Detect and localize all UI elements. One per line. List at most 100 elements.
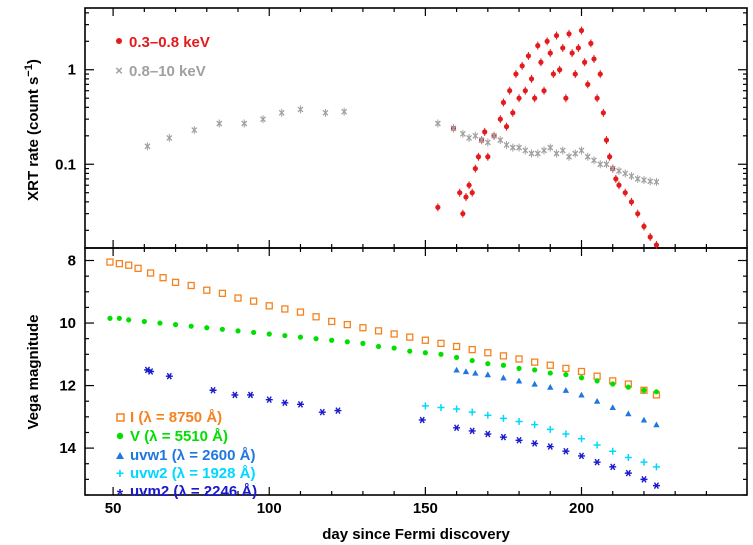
- uvm2-point: [265, 396, 273, 404]
- xrt-hard-point: [640, 177, 647, 184]
- i-band-point: [468, 345, 476, 354]
- v-band-point: [407, 348, 413, 354]
- y-tick-label: 14: [59, 440, 76, 457]
- y-tick-label: 1: [68, 62, 76, 79]
- i-band-point: [390, 330, 398, 338]
- top-points: [144, 26, 660, 249]
- v-band-point: [219, 326, 225, 332]
- uvw2-point: [546, 425, 554, 433]
- xrt-hard-point: [622, 170, 629, 177]
- uvw1-point: [547, 383, 554, 390]
- uvw1-point: [609, 404, 616, 411]
- y-tick-label: 0.1: [55, 156, 76, 173]
- xrt-soft-point: [463, 194, 469, 200]
- xrt-hard-point: [503, 142, 510, 148]
- uvw1-point: [593, 398, 601, 404]
- i-band-point: [343, 320, 351, 329]
- v-band-point: [344, 339, 350, 345]
- v-band-point: [235, 328, 241, 334]
- uvm2-point: [484, 430, 492, 438]
- i-band-point: [106, 258, 114, 266]
- v-band-point: [516, 365, 522, 371]
- v-band-point: [532, 367, 538, 373]
- top-ylabel-main: XRT rate (count s: [25, 77, 42, 201]
- xrt-hard-point: [653, 178, 660, 185]
- uvm2-point: [531, 440, 539, 447]
- legend-marker-hard: ×: [115, 63, 123, 78]
- v-band-point: [141, 318, 147, 325]
- xrt-hard-point: [578, 147, 585, 154]
- v-band-point: [594, 378, 600, 384]
- xrt-soft-point: [469, 190, 475, 196]
- i-band-point: [125, 261, 133, 269]
- legend-label-hard: 0.8–10 keV: [129, 63, 206, 80]
- xrt-soft-point: [528, 76, 535, 82]
- v-band-point: [653, 389, 660, 395]
- legend-label-i-lambda: (λ = 8750 Å): [138, 409, 222, 426]
- xrt-hard-point: [297, 106, 304, 113]
- xrt-soft-point: [550, 71, 556, 77]
- xrt-hard-point: [597, 161, 604, 168]
- bottom-panel-frame: [84, 247, 748, 496]
- v-band-point: [469, 357, 475, 364]
- xrt-soft-point: [591, 56, 597, 62]
- xrt-soft-point: [510, 110, 516, 116]
- xrt-soft-point: [603, 137, 610, 143]
- v-band-point: [313, 336, 319, 342]
- legend-label-uvm2-name: uvm2: [130, 483, 169, 500]
- i-band-point: [577, 367, 586, 376]
- xrt-hard-point: [166, 134, 173, 141]
- uvm2-point: [418, 416, 426, 424]
- legend-label-v-name: V: [130, 428, 140, 445]
- v-band-point: [107, 315, 113, 321]
- bottom-ylabel: Vega magnitude: [25, 314, 42, 429]
- v-band-point: [329, 337, 335, 343]
- v-band-point: [453, 354, 460, 361]
- v-band-point: [297, 334, 304, 340]
- y-tick-label: 10: [59, 315, 76, 332]
- v-band-point: [157, 320, 163, 326]
- i-band-point: [640, 386, 648, 394]
- xrt-soft-point: [466, 182, 472, 188]
- legend-label-soft: 0.3–0.8 keV: [129, 34, 210, 51]
- xrt-soft-point: [472, 165, 478, 172]
- xrt-hard-point: [647, 178, 654, 185]
- xrt-soft-point: [641, 223, 647, 230]
- xrt-hard-point: [466, 134, 473, 141]
- xrt-soft-point: [600, 110, 606, 116]
- uvw2-point: [515, 418, 523, 426]
- xrt-hard-point: [616, 167, 622, 174]
- xrt-hard-point: [603, 161, 610, 168]
- uvm2-point: [578, 452, 585, 460]
- v-band-point: [375, 343, 382, 350]
- v-band-point: [485, 361, 491, 367]
- uvm2-point: [453, 424, 461, 432]
- xrt-hard-point: [216, 120, 223, 127]
- y-tick-label: 12: [59, 378, 76, 395]
- xrt-hard-point: [434, 120, 441, 127]
- legend-label-uvm2-lambda: (λ = 2246 Å): [173, 483, 257, 500]
- xrt-hard-point: [572, 150, 579, 157]
- xrt-soft-point: [594, 95, 600, 101]
- uvm2-point: [231, 391, 239, 399]
- xrt-soft-point: [622, 190, 628, 196]
- uvw1-point: [625, 410, 632, 417]
- uvm2-point: [247, 391, 254, 399]
- xrt-hard-point: [191, 127, 198, 134]
- xrt-hard-point: [559, 147, 566, 154]
- uvw1-point: [472, 369, 479, 376]
- v-band-point: [578, 375, 585, 381]
- xrt-hard-point: [516, 144, 523, 151]
- xrt-hard-point: [341, 108, 348, 115]
- xrt-soft-point: [560, 45, 566, 51]
- xrt-hard-point: [322, 109, 329, 116]
- xrt-hard-point: [144, 143, 151, 150]
- xrt-hard-point: [547, 144, 554, 151]
- i-band-point: [531, 358, 539, 366]
- xrt-soft-point: [588, 40, 594, 46]
- xrt-soft-point: [497, 116, 503, 122]
- uvm2-point: [562, 447, 570, 455]
- xrt-soft-point: [435, 204, 441, 210]
- xrt-soft-point: [544, 38, 550, 44]
- i-band-point: [484, 349, 492, 357]
